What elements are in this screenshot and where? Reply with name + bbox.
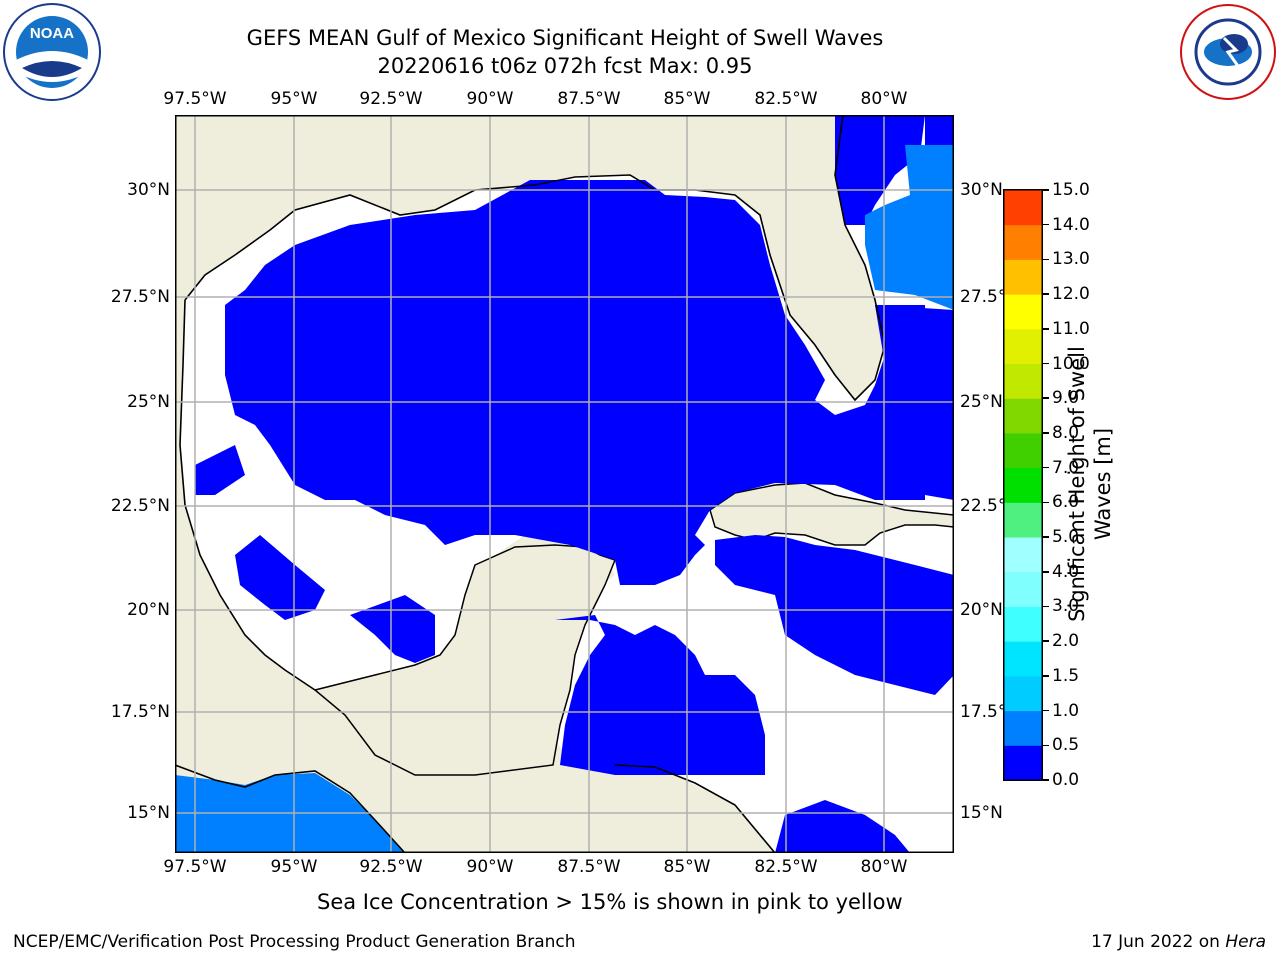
chart-title: GEFS MEAN Gulf of Mexico Significant Hei… [246, 26, 884, 50]
colorbar-tick-label: 3.0 [1052, 596, 1080, 617]
coastlines [175, 115, 886, 853]
lon-label: 87.5°W [557, 89, 621, 109]
colorbar-tick-mark [1043, 466, 1049, 469]
lat-label: 15°N [127, 803, 170, 823]
colorbar-tick-label: 14.0 [1052, 214, 1090, 235]
lon-label: 90°W [466, 89, 514, 109]
colorbar-tick-label: 1.5 [1052, 665, 1080, 686]
lat-label: 30°N [960, 180, 1003, 200]
colorbar-tick-label: 0.5 [1052, 735, 1080, 756]
colorbar-label-line2: Waves [m] [1091, 427, 1115, 541]
lat-label: 20°N [960, 600, 1003, 620]
colorbar-tick-mark [1043, 571, 1049, 573]
colorbar-tick-label: 15.0 [1052, 180, 1090, 200]
lon-label: 85°W [663, 89, 711, 109]
lon-label: 90°W [466, 857, 514, 877]
colorbar-tick-mark [1043, 536, 1049, 538]
lon-label: 92.5°W [359, 857, 423, 877]
lon-label: 97.5°W [163, 89, 227, 109]
colorbar-segment [1004, 641, 1042, 677]
colorbar-tick-label: 7.0 [1052, 457, 1080, 478]
footer-date: 17 Jun 2022 on [1091, 932, 1226, 952]
colorbar-tick-label: 2.0 [1052, 631, 1080, 652]
lat-label: 17.5°N [110, 702, 170, 722]
footer-left: NCEP/EMC/Verification Post Processing Pr… [13, 932, 576, 952]
colorbar-tick-label: 10.0 [1052, 353, 1090, 374]
colorbar-tick-mark [1043, 293, 1049, 295]
lon-label: 95°W [270, 857, 318, 877]
colorbar-tick-label: 4.0 [1052, 561, 1080, 582]
colorbar-tick-mark [1043, 397, 1049, 399]
colorbar-segment [1004, 710, 1042, 746]
colorbar-segment [1004, 571, 1042, 607]
colorbar-tick-label: 11.0 [1052, 318, 1090, 339]
noaa-logo-text: NOAA [30, 25, 74, 42]
lat-label: 27.5°N [110, 287, 170, 307]
colorbar-tick-mark [1043, 501, 1049, 504]
lat-label: 15°N [960, 803, 1003, 823]
lat-label: 30°N [127, 180, 170, 200]
graticule [175, 115, 954, 853]
lon-label: 92.5°W [359, 89, 423, 109]
colorbar-tick-mark [1043, 744, 1049, 747]
colorbar-segment [1004, 502, 1042, 538]
colorbar-segment [1004, 432, 1042, 469]
colorbar-segment [1004, 675, 1042, 712]
colorbar-tick-mark [1043, 779, 1049, 781]
lat-label: 20°N [127, 600, 170, 620]
lon-label: 80°W [860, 89, 908, 109]
footer-machine: Hera [1225, 932, 1266, 952]
colorbar-segment [1004, 745, 1042, 781]
lon-label: 85°W [663, 857, 711, 877]
colorbar-segment [1004, 537, 1042, 573]
colorbar-tick-mark [1043, 675, 1049, 677]
colorbar-segment [1004, 606, 1042, 642]
chart-subtitle: 20220616 t06z 072h fcst Max: 0.95 [377, 54, 753, 78]
colorbar-tick-mark [1043, 605, 1049, 608]
lat-label: 25°N [127, 392, 170, 412]
lon-label: 95°W [270, 89, 318, 109]
colorbar-tick-label: 8.0 [1052, 422, 1080, 443]
colorbar-segment [1004, 224, 1042, 260]
sea-ice-note: Sea Ice Concentration > 15% is shown in … [317, 890, 903, 914]
colorbar-segment [1004, 467, 1042, 503]
colorbar-tick-mark [1043, 362, 1049, 365]
nws-logo [1178, 2, 1278, 102]
colorbar-tick-label: 6.0 [1052, 492, 1080, 513]
colorbar-frame [1003, 189, 1043, 781]
colorbar-tick-mark [1043, 640, 1049, 642]
colorbar-tick-label: 12.0 [1052, 284, 1090, 305]
colorbar-tick-label: 13.0 [1052, 249, 1090, 270]
colorbar-tick-label: 5.0 [1052, 527, 1080, 548]
colorbar-tick-mark [1043, 223, 1049, 226]
colorbar-tick-mark [1043, 189, 1049, 191]
colorbar-tick-label: 0.0 [1052, 770, 1080, 790]
colorbar-tick-label: 9.0 [1052, 388, 1080, 409]
colorbar-tick-mark [1043, 432, 1049, 434]
lat-label: 22.5°N [110, 496, 170, 516]
colorbar-segment [1004, 294, 1042, 330]
map-frame [175, 115, 954, 853]
colorbar-label-line1: Significant Height of Swell [1065, 346, 1089, 622]
lon-label: 82.5°W [754, 857, 818, 877]
noaa-logo: NOAA [2, 2, 102, 102]
lon-label: 80°W [860, 857, 908, 877]
colorbar-tick-label: 1.0 [1052, 700, 1080, 721]
footer-right: 17 Jun 2022 on Hera [1091, 932, 1266, 952]
colorbar-label: Significant Height of Swell Waves [m] [1064, 334, 1116, 634]
colorbar-segment [1004, 363, 1042, 399]
colorbar-segment [1004, 190, 1042, 226]
colorbar-segment [1004, 259, 1042, 295]
map-plot [175, 115, 954, 853]
colorbar-tick-mark [1043, 258, 1049, 261]
colorbar-segment [1004, 328, 1042, 365]
lat-label: 25°N [960, 392, 1003, 412]
lon-label: 97.5°W [163, 857, 227, 877]
colorbar-segment [1004, 398, 1042, 434]
lon-label: 87.5°W [557, 857, 621, 877]
colorbar-tick-mark [1043, 709, 1049, 712]
colorbar-tick-mark [1043, 328, 1049, 330]
lon-label: 82.5°W [754, 89, 818, 109]
colorbar [1003, 189, 1043, 781]
